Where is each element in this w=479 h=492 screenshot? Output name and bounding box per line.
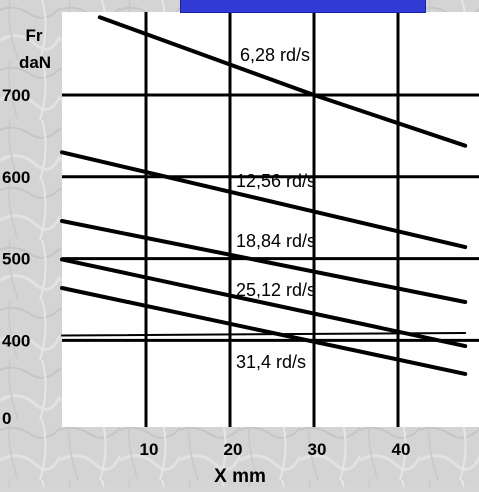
series-label-3: 18,84 rd/s xyxy=(236,231,316,251)
series-line-1 xyxy=(97,15,468,148)
y-tick-label-400: 400 xyxy=(2,331,30,350)
y-tick-label-600: 600 xyxy=(2,168,30,187)
x-tick-label-30: 30 xyxy=(308,440,327,459)
series-labels: 6,28 rd/s 12,56 rd/s 18,84 rd/s 25,12 rd/s 3… xyxy=(236,45,316,372)
series-label-1: 6,28 rd/s xyxy=(240,45,310,65)
y-tick-label-500: 500 xyxy=(2,250,30,269)
x-axis-label: X mm xyxy=(214,466,266,487)
series-line-2 xyxy=(60,150,468,250)
series-line-6 xyxy=(61,332,467,337)
y-tick-label-700: 700 xyxy=(2,86,30,105)
y-tick-label-0: 0 xyxy=(2,409,11,428)
series-line-5 xyxy=(60,286,468,376)
x-tick-label-10: 10 xyxy=(140,440,159,459)
y-axis-label-dan: daN xyxy=(19,53,51,72)
title-bar xyxy=(180,0,426,13)
x-tick-label-40: 40 xyxy=(392,440,411,459)
series-label-2: 12,56 rd/s xyxy=(236,171,316,191)
series-line-3 xyxy=(60,219,468,304)
series-label-5: 31,4 rd/s xyxy=(236,352,306,372)
axis-labels: Fr daN X mm 10 20 30 40 700 600 500 400 0 xyxy=(2,26,410,487)
series-line-4 xyxy=(60,257,468,349)
series-label-4: 25,12 rd/s xyxy=(236,280,316,300)
x-tick-label-20: 20 xyxy=(224,440,243,459)
series-lines xyxy=(60,15,468,376)
y-axis-label-fr: Fr xyxy=(26,26,43,45)
